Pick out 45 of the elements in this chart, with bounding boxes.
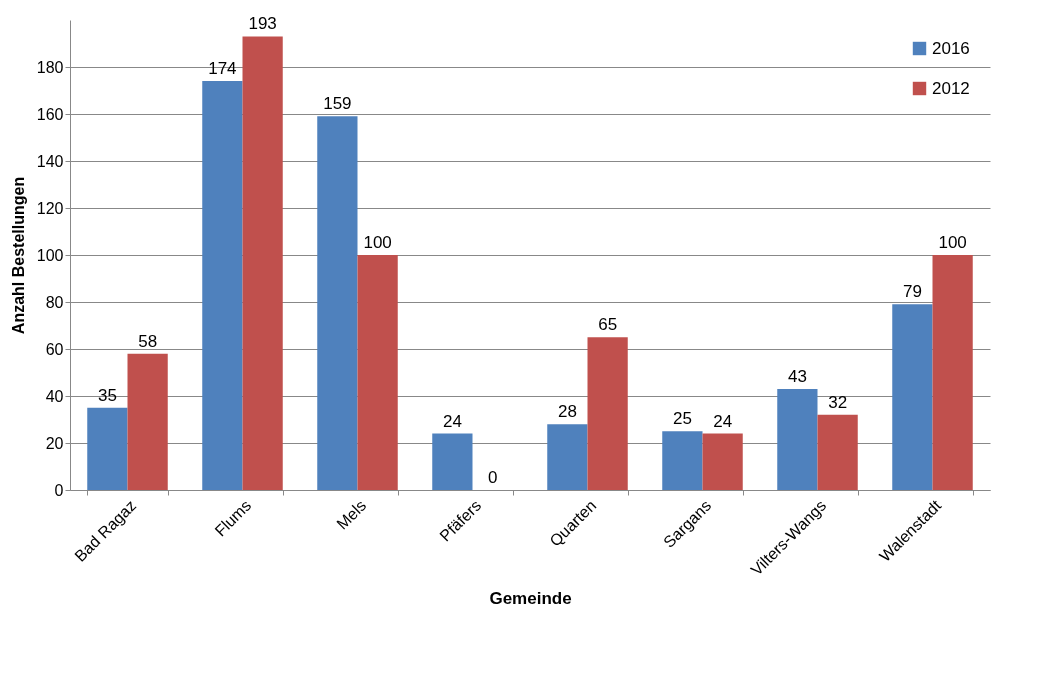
data-label: 58 [138, 331, 158, 351]
bar [202, 81, 243, 490]
data-label: 24 [713, 411, 733, 431]
data-label: 28 [557, 402, 577, 422]
legend-label: 2012 [932, 78, 970, 98]
x-axis-title: Gemeinde [489, 588, 572, 608]
bar [127, 353, 168, 490]
bar [892, 304, 933, 490]
legend-label: 2016 [932, 38, 970, 58]
y-tick-label: 140 [36, 152, 64, 170]
y-tick-label: 160 [36, 105, 64, 123]
y-tick-label: 100 [36, 246, 64, 264]
bar [702, 433, 743, 490]
y-tick-label: 20 [45, 434, 64, 452]
bar [547, 424, 588, 490]
data-label: 100 [938, 233, 967, 252]
data-label: 43 [787, 366, 807, 386]
y-tick-label: 0 [54, 481, 64, 499]
data-label: 100 [363, 233, 392, 252]
y-tick-label: 80 [45, 293, 64, 311]
bar [357, 255, 398, 490]
bar [317, 116, 358, 490]
bar [817, 414, 858, 490]
bar [432, 433, 473, 490]
data-label: 159 [323, 94, 352, 114]
data-label: 65 [598, 315, 618, 335]
bar [777, 388, 818, 490]
bar [587, 337, 628, 490]
data-label: 0 [487, 468, 498, 487]
data-label: 193 [248, 14, 277, 34]
bar [932, 255, 973, 490]
data-label: 24 [442, 411, 462, 431]
data-label: 174 [208, 59, 237, 79]
y-axis-title: Anzahl Bestellungen [9, 176, 27, 335]
bar [662, 431, 703, 490]
y-tick-label: 180 [36, 58, 64, 76]
y-tick-label: 40 [45, 387, 64, 405]
bar [87, 407, 128, 490]
data-label: 35 [97, 385, 117, 405]
bar [242, 36, 283, 490]
y-tick-label: 60 [45, 340, 64, 358]
data-label: 32 [828, 392, 848, 412]
y-tick-label: 120 [36, 199, 64, 217]
data-label: 25 [672, 409, 692, 429]
data-label: 79 [902, 282, 922, 302]
